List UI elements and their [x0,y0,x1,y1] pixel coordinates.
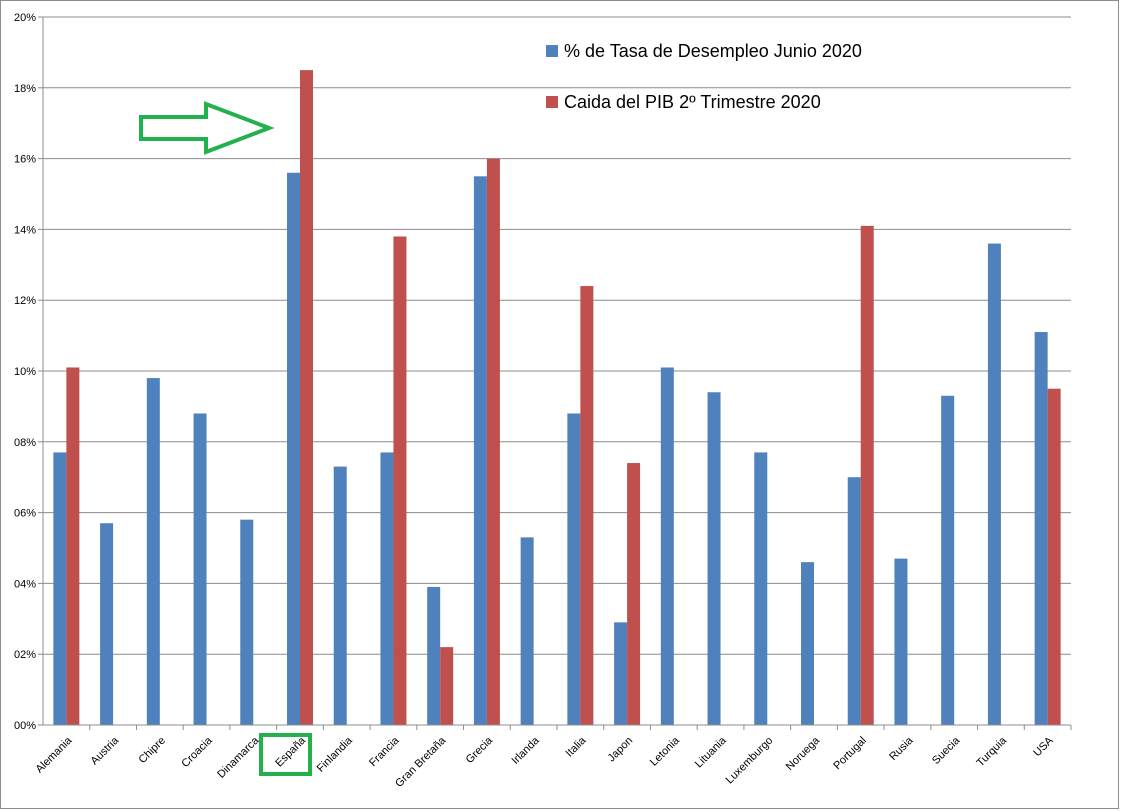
bar-gdp-drop [486,158,500,726]
bar-unemployment [987,243,1001,725]
bar-unemployment [287,172,300,725]
bar-gdp-drop [66,367,80,725]
x-category-label: Grecia [464,734,496,766]
bar-unemployment [100,523,114,725]
legend-label-unemployment: % de Tasa de Desempleo Junio 2020 [564,41,862,61]
x-category-label: Francia [367,734,402,769]
x-category-label: Croacia [179,734,215,770]
bar-unemployment [146,378,160,725]
x-category-label: Austria [89,734,122,767]
x-category-label: Finlandia [315,734,356,775]
axes [42,17,1072,730]
y-axis-tick-labels: 00% 02% 04% 06% 08% 10% 12% 14% 16% 18% 20% [14,12,36,732]
bar-unemployment [941,395,955,725]
bar-unemployment [707,392,721,725]
bar-gdp-drop [580,286,594,725]
x-category-label: Italia [564,734,590,760]
x-category-label: Gran Bretaña [393,734,449,790]
y-tick-label: 10% [14,366,36,378]
gridlines [38,16,1071,726]
bar-unemployment [240,519,254,725]
y-tick-label: 04% [14,578,36,590]
y-tick-label: 06% [14,508,36,520]
x-category-label: USA [1031,734,1056,759]
legend-label-gdp: Caida del PIB 2º Trimestre 2020 [564,92,821,112]
x-category-label: Lituania [693,734,729,770]
x-category-label: Turquia [974,734,1009,769]
bars [53,70,1061,726]
bar-unemployment [801,562,814,725]
bar-gdp-drop [627,463,641,725]
bar-unemployment [427,586,441,725]
x-category-label: Suecia [930,734,963,767]
bar-gdp-drop [1047,388,1061,725]
x-category-label: Dinamarca [215,734,262,781]
bar-gdp-drop [393,236,407,726]
x-category-label: Noruega [784,734,823,773]
bar-unemployment [473,176,487,726]
bar-gdp-drop [300,70,313,726]
y-tick-label: 20% [14,12,36,24]
y-tick-label: 14% [14,224,36,236]
bar-unemployment [520,537,534,725]
x-category-label: España [273,734,308,769]
x-category-label: Rusia [887,734,916,763]
y-tick-label: 16% [14,154,36,166]
bar-gdp-drop [860,225,874,726]
legend: % de Tasa de Desempleo Junio 2020 Caida … [546,41,862,112]
bar-unemployment [847,477,861,725]
bar-unemployment [380,452,394,725]
bar-gdp-drop [440,647,454,725]
bar-unemployment [193,413,207,725]
bar-unemployment [660,367,674,725]
bar-unemployment [1034,332,1048,725]
y-tick-label: 18% [14,83,36,95]
bar-unemployment [567,413,581,725]
highlight-arrow-icon [139,101,275,155]
bar-unemployment [894,558,908,725]
annotations [139,101,312,776]
legend-swatch-gdp [546,96,558,108]
legend-swatch-unemployment [546,45,558,57]
y-tick-label: 02% [14,649,36,661]
x-category-label: Japon [606,735,636,765]
bar-unemployment [754,452,768,725]
x-category-label: Portugal [831,735,868,772]
y-tick-label: 12% [14,295,36,307]
highlight-box [259,733,312,776]
y-tick-label: 00% [14,720,36,732]
x-category-label: Alemania [34,734,76,776]
x-category-label: Letonia [648,734,683,769]
x-category-label: Luxemburgo [724,735,776,787]
bar-unemployment [333,466,347,725]
bar-unemployment [614,622,628,725]
bar-unemployment [53,452,67,725]
y-tick-label: 08% [14,437,36,449]
x-category-label: Irlanda [509,734,542,767]
x-axis-category-labels: Alemania Austria Chipre Croacia Dinamarca Esp… [34,734,1057,790]
x-category-label: Chipre [137,735,168,766]
